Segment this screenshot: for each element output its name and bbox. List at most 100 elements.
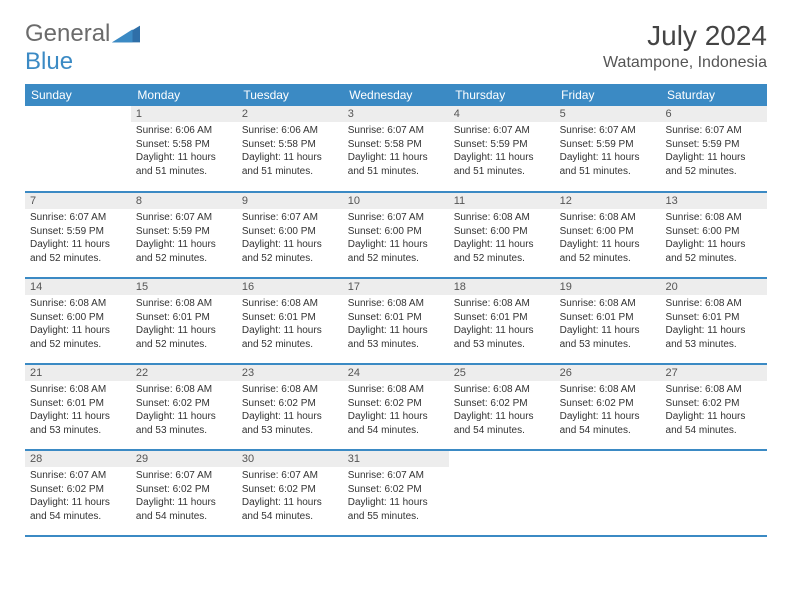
daylight-text: Daylight: 11 hours and 54 minutes. xyxy=(666,410,762,437)
calendar-day-cell: 5Sunrise: 6:07 AMSunset: 5:59 PMDaylight… xyxy=(555,106,661,192)
calendar-day-cell: 16Sunrise: 6:08 AMSunset: 6:01 PMDayligh… xyxy=(237,278,343,364)
calendar-day-cell xyxy=(25,106,131,192)
sunset-text: Sunset: 6:02 PM xyxy=(560,397,656,411)
weekday-header: Wednesday xyxy=(343,84,449,106)
sunrise-text: Sunrise: 6:07 AM xyxy=(30,211,126,225)
calendar-day-cell xyxy=(661,450,767,536)
weekday-header: Thursday xyxy=(449,84,555,106)
day-number: 4 xyxy=(449,106,555,122)
sunrise-text: Sunrise: 6:08 AM xyxy=(454,383,550,397)
sunset-text: Sunset: 6:00 PM xyxy=(454,225,550,239)
day-content: Sunrise: 6:08 AMSunset: 6:02 PMDaylight:… xyxy=(661,381,767,441)
day-content: Sunrise: 6:07 AMSunset: 6:00 PMDaylight:… xyxy=(237,209,343,269)
sunset-text: Sunset: 6:01 PM xyxy=(666,311,762,325)
sunset-text: Sunset: 5:58 PM xyxy=(136,138,232,152)
sunset-text: Sunset: 6:00 PM xyxy=(30,311,126,325)
daylight-text: Daylight: 11 hours and 52 minutes. xyxy=(242,324,338,351)
calendar-day-cell xyxy=(555,450,661,536)
day-number: 11 xyxy=(449,193,555,209)
day-content: Sunrise: 6:08 AMSunset: 6:01 PMDaylight:… xyxy=(449,295,555,355)
calendar-day-cell: 14Sunrise: 6:08 AMSunset: 6:00 PMDayligh… xyxy=(25,278,131,364)
day-content: Sunrise: 6:08 AMSunset: 6:01 PMDaylight:… xyxy=(25,381,131,441)
sunset-text: Sunset: 5:59 PM xyxy=(666,138,762,152)
day-number: 14 xyxy=(25,279,131,295)
day-number: 17 xyxy=(343,279,449,295)
day-number: 6 xyxy=(661,106,767,122)
location-label: Watampone, Indonesia xyxy=(603,54,767,72)
sunset-text: Sunset: 6:00 PM xyxy=(348,225,444,239)
day-content: Sunrise: 6:08 AMSunset: 6:01 PMDaylight:… xyxy=(237,295,343,355)
daylight-text: Daylight: 11 hours and 52 minutes. xyxy=(666,151,762,178)
day-number: 30 xyxy=(237,451,343,467)
calendar-day-cell: 15Sunrise: 6:08 AMSunset: 6:01 PMDayligh… xyxy=(131,278,237,364)
day-content: Sunrise: 6:08 AMSunset: 6:01 PMDaylight:… xyxy=(555,295,661,355)
calendar-day-cell: 4Sunrise: 6:07 AMSunset: 5:59 PMDaylight… xyxy=(449,106,555,192)
day-number: 16 xyxy=(237,279,343,295)
sunset-text: Sunset: 6:01 PM xyxy=(560,311,656,325)
day-number: 29 xyxy=(131,451,237,467)
calendar-day-cell: 27Sunrise: 6:08 AMSunset: 6:02 PMDayligh… xyxy=(661,364,767,450)
sunset-text: Sunset: 5:59 PM xyxy=(454,138,550,152)
day-content: Sunrise: 6:07 AMSunset: 6:00 PMDaylight:… xyxy=(343,209,449,269)
day-number xyxy=(555,451,661,455)
weekday-header: Friday xyxy=(555,84,661,106)
day-number: 26 xyxy=(555,365,661,381)
daylight-text: Daylight: 11 hours and 51 minutes. xyxy=(348,151,444,178)
calendar-day-cell: 6Sunrise: 6:07 AMSunset: 5:59 PMDaylight… xyxy=(661,106,767,192)
day-content: Sunrise: 6:08 AMSunset: 6:00 PMDaylight:… xyxy=(661,209,767,269)
logo-word-1: General xyxy=(25,20,110,48)
day-content: Sunrise: 6:07 AMSunset: 5:58 PMDaylight:… xyxy=(343,122,449,182)
calendar-day-cell: 17Sunrise: 6:08 AMSunset: 6:01 PMDayligh… xyxy=(343,278,449,364)
calendar-day-cell: 11Sunrise: 6:08 AMSunset: 6:00 PMDayligh… xyxy=(449,192,555,278)
day-number: 3 xyxy=(343,106,449,122)
day-number: 19 xyxy=(555,279,661,295)
calendar-day-cell: 31Sunrise: 6:07 AMSunset: 6:02 PMDayligh… xyxy=(343,450,449,536)
day-number: 1 xyxy=(131,106,237,122)
calendar-week-row: 7Sunrise: 6:07 AMSunset: 5:59 PMDaylight… xyxy=(25,192,767,278)
sunrise-text: Sunrise: 6:07 AM xyxy=(242,469,338,483)
day-content: Sunrise: 6:07 AMSunset: 5:59 PMDaylight:… xyxy=(661,122,767,182)
sunrise-text: Sunrise: 6:08 AM xyxy=(348,383,444,397)
title-block: July 2024 Watampone, Indonesia xyxy=(603,20,767,72)
day-number: 2 xyxy=(237,106,343,122)
daylight-text: Daylight: 11 hours and 54 minutes. xyxy=(560,410,656,437)
day-number xyxy=(25,106,131,110)
day-content: Sunrise: 6:07 AMSunset: 6:02 PMDaylight:… xyxy=(25,467,131,527)
day-number: 28 xyxy=(25,451,131,467)
day-content: Sunrise: 6:07 AMSunset: 6:02 PMDaylight:… xyxy=(237,467,343,527)
daylight-text: Daylight: 11 hours and 51 minutes. xyxy=(136,151,232,178)
sunrise-text: Sunrise: 6:07 AM xyxy=(348,124,444,138)
calendar-day-cell: 7Sunrise: 6:07 AMSunset: 5:59 PMDaylight… xyxy=(25,192,131,278)
daylight-text: Daylight: 11 hours and 54 minutes. xyxy=(242,496,338,523)
day-number: 24 xyxy=(343,365,449,381)
daylight-text: Daylight: 11 hours and 52 minutes. xyxy=(136,238,232,265)
calendar-day-cell: 28Sunrise: 6:07 AMSunset: 6:02 PMDayligh… xyxy=(25,450,131,536)
day-number: 13 xyxy=(661,193,767,209)
day-content: Sunrise: 6:06 AMSunset: 5:58 PMDaylight:… xyxy=(237,122,343,182)
calendar-week-row: 1Sunrise: 6:06 AMSunset: 5:58 PMDaylight… xyxy=(25,106,767,192)
calendar-day-cell: 10Sunrise: 6:07 AMSunset: 6:00 PMDayligh… xyxy=(343,192,449,278)
sunrise-text: Sunrise: 6:07 AM xyxy=(666,124,762,138)
sunrise-text: Sunrise: 6:08 AM xyxy=(666,383,762,397)
sunrise-text: Sunrise: 6:08 AM xyxy=(560,383,656,397)
day-content: Sunrise: 6:08 AMSunset: 6:01 PMDaylight:… xyxy=(131,295,237,355)
day-content: Sunrise: 6:07 AMSunset: 5:59 PMDaylight:… xyxy=(555,122,661,182)
day-content: Sunrise: 6:07 AMSunset: 5:59 PMDaylight:… xyxy=(131,209,237,269)
calendar-day-cell: 23Sunrise: 6:08 AMSunset: 6:02 PMDayligh… xyxy=(237,364,343,450)
sunset-text: Sunset: 5:59 PM xyxy=(136,225,232,239)
page-header: General July 2024 Watampone, Indonesia xyxy=(25,20,767,72)
day-content: Sunrise: 6:08 AMSunset: 6:02 PMDaylight:… xyxy=(131,381,237,441)
calendar-day-cell: 13Sunrise: 6:08 AMSunset: 6:00 PMDayligh… xyxy=(661,192,767,278)
day-content: Sunrise: 6:08 AMSunset: 6:02 PMDaylight:… xyxy=(555,381,661,441)
sunset-text: Sunset: 6:02 PM xyxy=(666,397,762,411)
sunset-text: Sunset: 6:02 PM xyxy=(348,483,444,497)
calendar-day-cell: 25Sunrise: 6:08 AMSunset: 6:02 PMDayligh… xyxy=(449,364,555,450)
calendar-week-row: 28Sunrise: 6:07 AMSunset: 6:02 PMDayligh… xyxy=(25,450,767,536)
weekday-header: Sunday xyxy=(25,84,131,106)
calendar-day-cell: 30Sunrise: 6:07 AMSunset: 6:02 PMDayligh… xyxy=(237,450,343,536)
daylight-text: Daylight: 11 hours and 55 minutes. xyxy=(348,496,444,523)
day-number: 31 xyxy=(343,451,449,467)
daylight-text: Daylight: 11 hours and 53 minutes. xyxy=(666,324,762,351)
day-content: Sunrise: 6:07 AMSunset: 5:59 PMDaylight:… xyxy=(449,122,555,182)
day-content: Sunrise: 6:06 AMSunset: 5:58 PMDaylight:… xyxy=(131,122,237,182)
